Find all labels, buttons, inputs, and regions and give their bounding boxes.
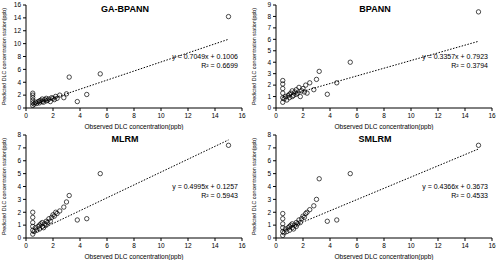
svg-text:0: 0 [17, 234, 21, 241]
svg-text:16: 16 [488, 112, 492, 119]
svg-text:6: 6 [105, 242, 109, 249]
svg-text:Predicted DLC concentration st: Predicted DLC concentration station(ppb) [251, 138, 257, 235]
svg-text:8: 8 [17, 53, 21, 60]
html-text:y = 0.4995x + 0.1257: y = 0.4995x + 0.1257 [172, 183, 238, 190]
html-text:y = 0.7049x + 0.1006: y = 0.7049x + 0.1006 [172, 53, 238, 60]
svg-text:16: 16 [14, 1, 22, 8]
svg-text:10: 10 [407, 112, 415, 119]
svg-text:14: 14 [14, 14, 22, 21]
html-text:R² = 0.5943: R² = 0.5943 [201, 192, 238, 199]
svg-text:7: 7 [267, 24, 271, 31]
html-text:MLRM: MLRM [111, 134, 139, 144]
html-text:SMLRM: SMLRM [358, 134, 392, 144]
svg-text:6: 6 [267, 36, 271, 43]
svg-text:1: 1 [267, 221, 271, 228]
svg-text:0: 0 [17, 104, 21, 111]
svg-text:2: 2 [301, 112, 305, 119]
svg-text:9: 9 [267, 1, 271, 8]
svg-text:4: 4 [328, 112, 332, 119]
svg-text:8: 8 [382, 242, 386, 249]
svg-text:5: 5 [267, 170, 271, 177]
svg-text:Predicted DLC concentration st: Predicted DLC concentration station(ppb) [251, 8, 257, 105]
svg-text:10: 10 [14, 40, 22, 47]
html-text:y = 0.3357x + 0.7923: y = 0.3357x + 0.7923 [422, 53, 488, 60]
svg-text:4: 4 [267, 59, 271, 66]
svg-text:14: 14 [461, 242, 469, 249]
svg-text:10: 10 [157, 242, 165, 249]
svg-text:Observed DLC concentration(ppb: Observed DLC concentration(ppb) [335, 123, 434, 130]
svg-text:10: 10 [407, 242, 415, 249]
svg-text:6: 6 [355, 112, 359, 119]
svg-text:2: 2 [17, 91, 21, 98]
svg-text:4: 4 [17, 79, 21, 86]
svg-text:14: 14 [211, 242, 219, 249]
svg-text:14: 14 [461, 112, 469, 119]
svg-text:1: 1 [267, 93, 271, 100]
svg-text:8: 8 [267, 131, 271, 138]
svg-text:2: 2 [51, 242, 55, 249]
svg-text:12: 12 [184, 242, 192, 249]
svg-text:12: 12 [14, 27, 22, 34]
svg-text:8: 8 [267, 13, 271, 20]
svg-text:14: 14 [211, 112, 219, 119]
html-text:R² = 0.4533: R² = 0.4533 [451, 192, 488, 199]
svg-text:4: 4 [17, 183, 21, 190]
svg-text:Observed DLC concentration(ppb: Observed DLC concentration(ppb) [85, 123, 184, 130]
svg-text:4: 4 [267, 183, 271, 190]
svg-text:10: 10 [157, 112, 165, 119]
svg-text:0: 0 [24, 242, 28, 249]
svg-text:3: 3 [267, 196, 271, 203]
svg-text:12: 12 [184, 112, 192, 119]
svg-text:2: 2 [267, 209, 271, 216]
svg-text:5: 5 [267, 47, 271, 54]
svg-text:8: 8 [132, 242, 136, 249]
svg-text:2: 2 [267, 81, 271, 88]
html-text:y = 0.4366x + 0.3673: y = 0.4366x + 0.3673 [422, 183, 488, 190]
html-text:BPANN: BPANN [359, 4, 391, 14]
svg-text:12: 12 [434, 112, 442, 119]
svg-text:3: 3 [267, 70, 271, 77]
svg-text:Observed DLC concentration(ppb: Observed DLC concentration(ppb) [335, 253, 434, 260]
svg-text:2: 2 [17, 209, 21, 216]
svg-text:6: 6 [355, 242, 359, 249]
svg-text:5: 5 [17, 170, 21, 177]
svg-text:0: 0 [24, 112, 28, 119]
svg-text:6: 6 [105, 112, 109, 119]
svg-text:4: 4 [78, 242, 82, 249]
svg-text:2: 2 [51, 112, 55, 119]
svg-text:6: 6 [267, 157, 271, 164]
svg-text:0: 0 [267, 104, 271, 111]
svg-text:4: 4 [328, 242, 332, 249]
html-text:R² = 0.6699: R² = 0.6699 [201, 62, 238, 69]
html-text:GA-BPANN: GA-BPANN [101, 4, 149, 14]
svg-text:7: 7 [267, 144, 271, 151]
svg-text:16: 16 [238, 242, 246, 249]
svg-text:8: 8 [382, 112, 386, 119]
svg-text:16: 16 [238, 112, 246, 119]
svg-text:2: 2 [301, 242, 305, 249]
svg-text:1: 1 [17, 221, 21, 228]
svg-text:4: 4 [78, 112, 82, 119]
svg-text:3: 3 [17, 196, 21, 203]
svg-text:Observed DLC concentration(ppb: Observed DLC concentration(ppb) [85, 253, 184, 260]
html-text:R² = 0.3794: R² = 0.3794 [451, 62, 488, 69]
svg-text:6: 6 [17, 157, 21, 164]
svg-text:16: 16 [488, 242, 492, 249]
svg-text:0: 0 [274, 242, 278, 249]
svg-text:8: 8 [17, 131, 21, 138]
svg-text:8: 8 [132, 112, 136, 119]
svg-text:12: 12 [434, 242, 442, 249]
svg-text:7: 7 [17, 144, 21, 151]
svg-text:6: 6 [17, 66, 21, 73]
svg-text:0: 0 [274, 112, 278, 119]
svg-text:0: 0 [267, 234, 271, 241]
